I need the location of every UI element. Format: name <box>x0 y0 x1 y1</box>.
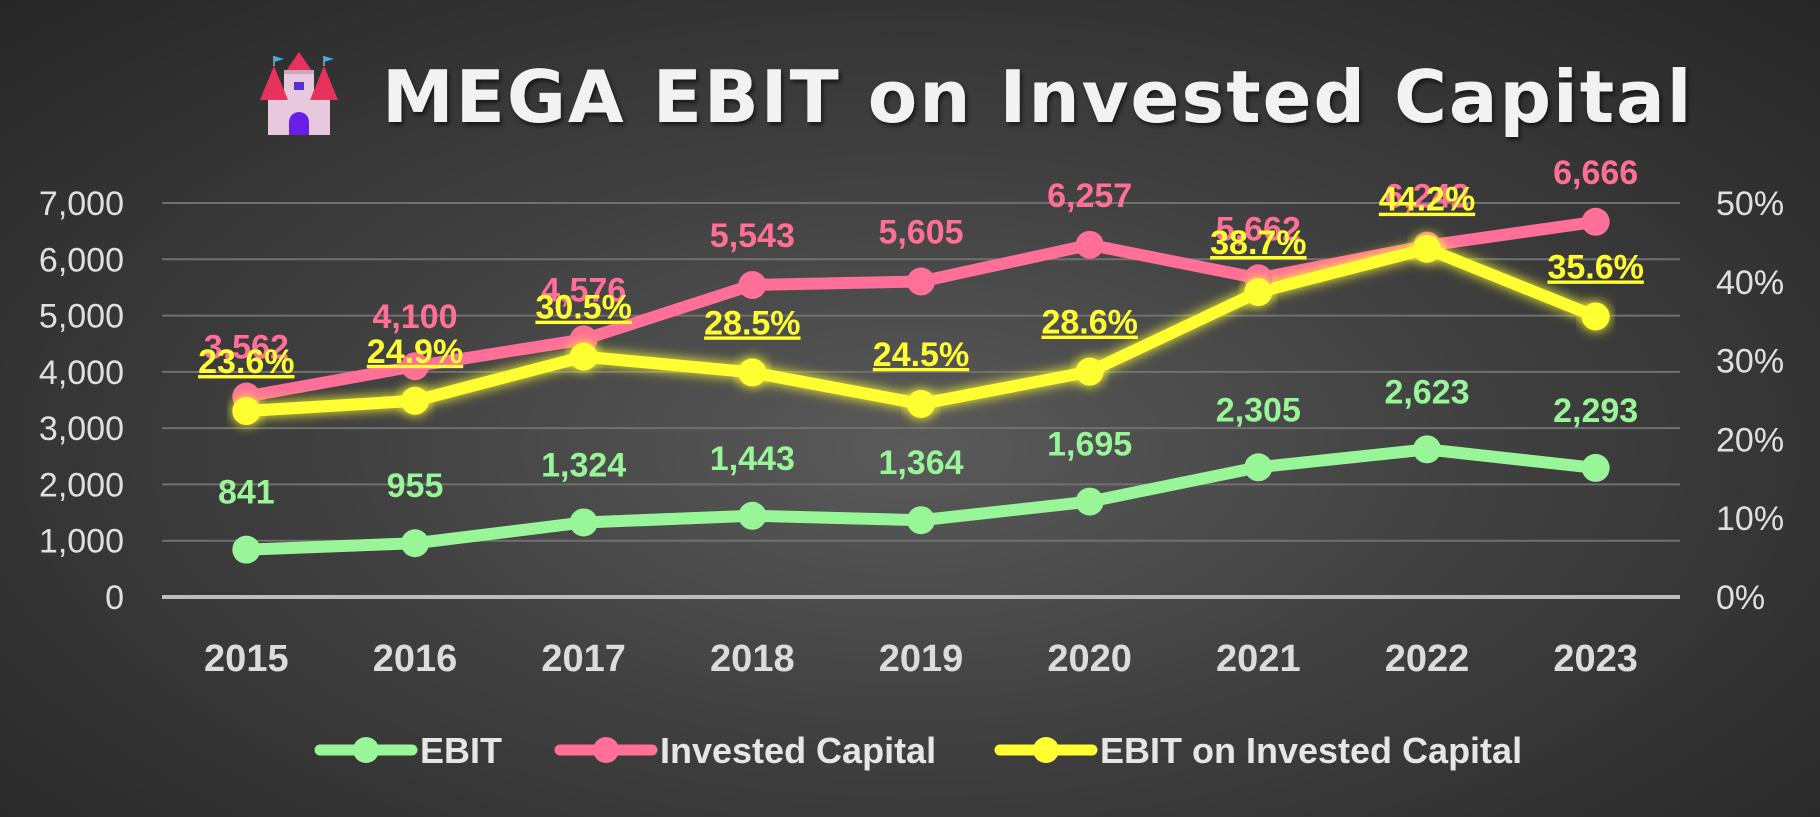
data-label-invested-capital: 4,576 <box>541 271 626 309</box>
legend: EBIT Invested Capital EBIT on Invested C… <box>314 730 1522 771</box>
data-point-invested-capital <box>1075 230 1104 259</box>
data-label-ebit: 955 <box>387 467 444 505</box>
left-axis-tick-label: 2,000 <box>39 466 124 504</box>
data-label-ebit-on-invested-capital: 38.7% <box>1210 224 1306 262</box>
data-label-ebit: 2,305 <box>1216 391 1301 429</box>
left-axis-tick-label: 4,000 <box>39 354 124 392</box>
data-point-ebit <box>738 501 767 530</box>
right-axis-tick-label: 50% <box>1716 185 1784 223</box>
data-point-invested-capital <box>401 352 429 381</box>
right-axis-tick-label: 0% <box>1716 579 1765 617</box>
data-point-ebit-on-invested-capital <box>1244 278 1273 307</box>
data-point-ebit <box>1413 435 1441 464</box>
x-axis-tick-label: 2015 <box>204 638 289 680</box>
right-axis-ticks: 0% 10% 20% 30% 40% 50% <box>1716 185 1784 617</box>
data-point-ebit-on-invested-capital <box>1413 234 1441 263</box>
data-point-invested-capital <box>907 267 935 296</box>
data-point-ebit-on-invested-capital <box>569 342 598 371</box>
legend-ebit-on-invested-capital-label: EBIT on Invested Capital <box>1100 730 1522 771</box>
data-label-invested-capital: 6,242 <box>1384 178 1469 216</box>
right-axis-tick-label: 30% <box>1716 343 1784 381</box>
data-label-invested-capital: 5,662 <box>1216 210 1301 248</box>
data-point-ebit <box>401 529 429 558</box>
x-axis-tick-label: 2019 <box>879 638 964 680</box>
left-axis-tick-label: 0 <box>105 579 124 617</box>
data-point-ebit-on-invested-capital <box>401 386 429 415</box>
legend-invested-capital-label: Invested Capital <box>660 730 936 771</box>
data-label-ebit-on-invested-capital: 24.9% <box>367 333 463 371</box>
data-point-ebit <box>1075 487 1104 516</box>
x-axis-tick-label: 2021 <box>1216 638 1301 680</box>
data-label-ebit-on-invested-capital: 30.5% <box>535 289 631 327</box>
left-axis-tick-label: 7,000 <box>39 185 124 223</box>
left-axis-tick-label: 1,000 <box>39 523 124 561</box>
data-point-ebit <box>907 506 935 535</box>
x-axis-tick-label: 2018 <box>710 638 795 680</box>
data-point-ebit-on-invested-capital <box>907 389 935 418</box>
data-label-invested-capital: 5,543 <box>710 217 795 255</box>
legend-ebit-on-invested-capital-marker <box>1033 737 1059 763</box>
data-point-ebit <box>569 508 598 537</box>
data-label-invested-capital: 3,562 <box>204 329 289 367</box>
legend-ebit-marker <box>353 737 379 763</box>
data-point-ebit <box>1581 453 1610 482</box>
x-axis-tick-label: 2016 <box>373 638 458 680</box>
x-axis-tick-label: 2022 <box>1385 638 1470 680</box>
legend-item-ebit-on-invested-capital: EBIT on Invested Capital <box>994 730 1522 771</box>
chart-title-group: MEGA EBIT on Invested Capital <box>260 52 1693 139</box>
data-label-ebit: 1,324 <box>541 446 626 484</box>
data-point-invested-capital <box>738 271 767 300</box>
data-label-invested-capital: 5,605 <box>878 214 963 252</box>
castle-icon <box>260 52 338 135</box>
data-label-ebit-on-invested-capital: 24.5% <box>873 336 969 374</box>
series-points <box>232 207 1610 564</box>
data-label-ebit: 1,364 <box>878 444 963 482</box>
data-label-ebit-on-invested-capital: 35.6% <box>1547 248 1643 286</box>
data-point-ebit-on-invested-capital <box>1075 357 1104 386</box>
data-label-ebit-on-invested-capital: 44.2% <box>1379 181 1475 219</box>
data-point-ebit <box>1244 453 1273 482</box>
x-axis-ticks: 2015 2016 2017 2018 2019 2020 2021 2022 2023 <box>204 638 1638 680</box>
data-point-ebit-on-invested-capital <box>232 397 261 426</box>
data-label-ebit: 841 <box>218 474 275 512</box>
x-axis-tick-label: 2023 <box>1553 638 1638 680</box>
chart-title: MEGA EBIT on Invested Capital <box>382 55 1693 139</box>
left-axis-tick-label: 6,000 <box>39 241 124 279</box>
right-axis-tick-label: 10% <box>1716 500 1784 538</box>
data-label-invested-capital: 6,666 <box>1553 154 1638 192</box>
right-axis-tick-label: 20% <box>1716 421 1784 459</box>
x-axis-tick-label: 2020 <box>1047 638 1132 680</box>
legend-invested-capital-marker <box>593 737 619 763</box>
data-label-ebit: 2,293 <box>1553 392 1638 430</box>
data-point-ebit-on-invested-capital <box>738 358 767 387</box>
data-label-ebit: 1,695 <box>1047 426 1132 464</box>
data-point-invested-capital <box>1581 207 1610 236</box>
data-label-invested-capital: 6,257 <box>1047 177 1132 215</box>
left-axis-tick-label: 5,000 <box>39 298 124 336</box>
data-point-ebit-on-invested-capital <box>1581 302 1610 331</box>
left-axis-tick-label: 3,000 <box>39 410 124 448</box>
data-label-ebit-on-invested-capital: 28.6% <box>1041 304 1137 342</box>
data-label-ebit-on-invested-capital: 23.6% <box>198 343 294 381</box>
data-label-ebit-on-invested-capital: 28.5% <box>704 304 800 342</box>
data-label-invested-capital: 4,100 <box>372 298 457 336</box>
series-data-labels: 841 955 1,324 1,443 1,364 1,695 2,305 2,623 2,29… <box>198 154 1644 512</box>
data-label-ebit: 2,623 <box>1384 373 1469 411</box>
right-axis-tick-label: 40% <box>1716 264 1784 302</box>
legend-item-invested-capital: Invested Capital <box>554 730 936 771</box>
x-axis-tick-label: 2017 <box>541 638 626 680</box>
data-point-ebit <box>232 535 261 564</box>
legend-item-ebit: EBIT <box>314 730 502 771</box>
left-axis-ticks: 0 1,000 2,000 3,000 4,000 5,000 6,000 7,000 <box>39 185 124 617</box>
data-label-ebit: 1,443 <box>710 440 795 478</box>
legend-ebit-label: EBIT <box>420 730 502 771</box>
